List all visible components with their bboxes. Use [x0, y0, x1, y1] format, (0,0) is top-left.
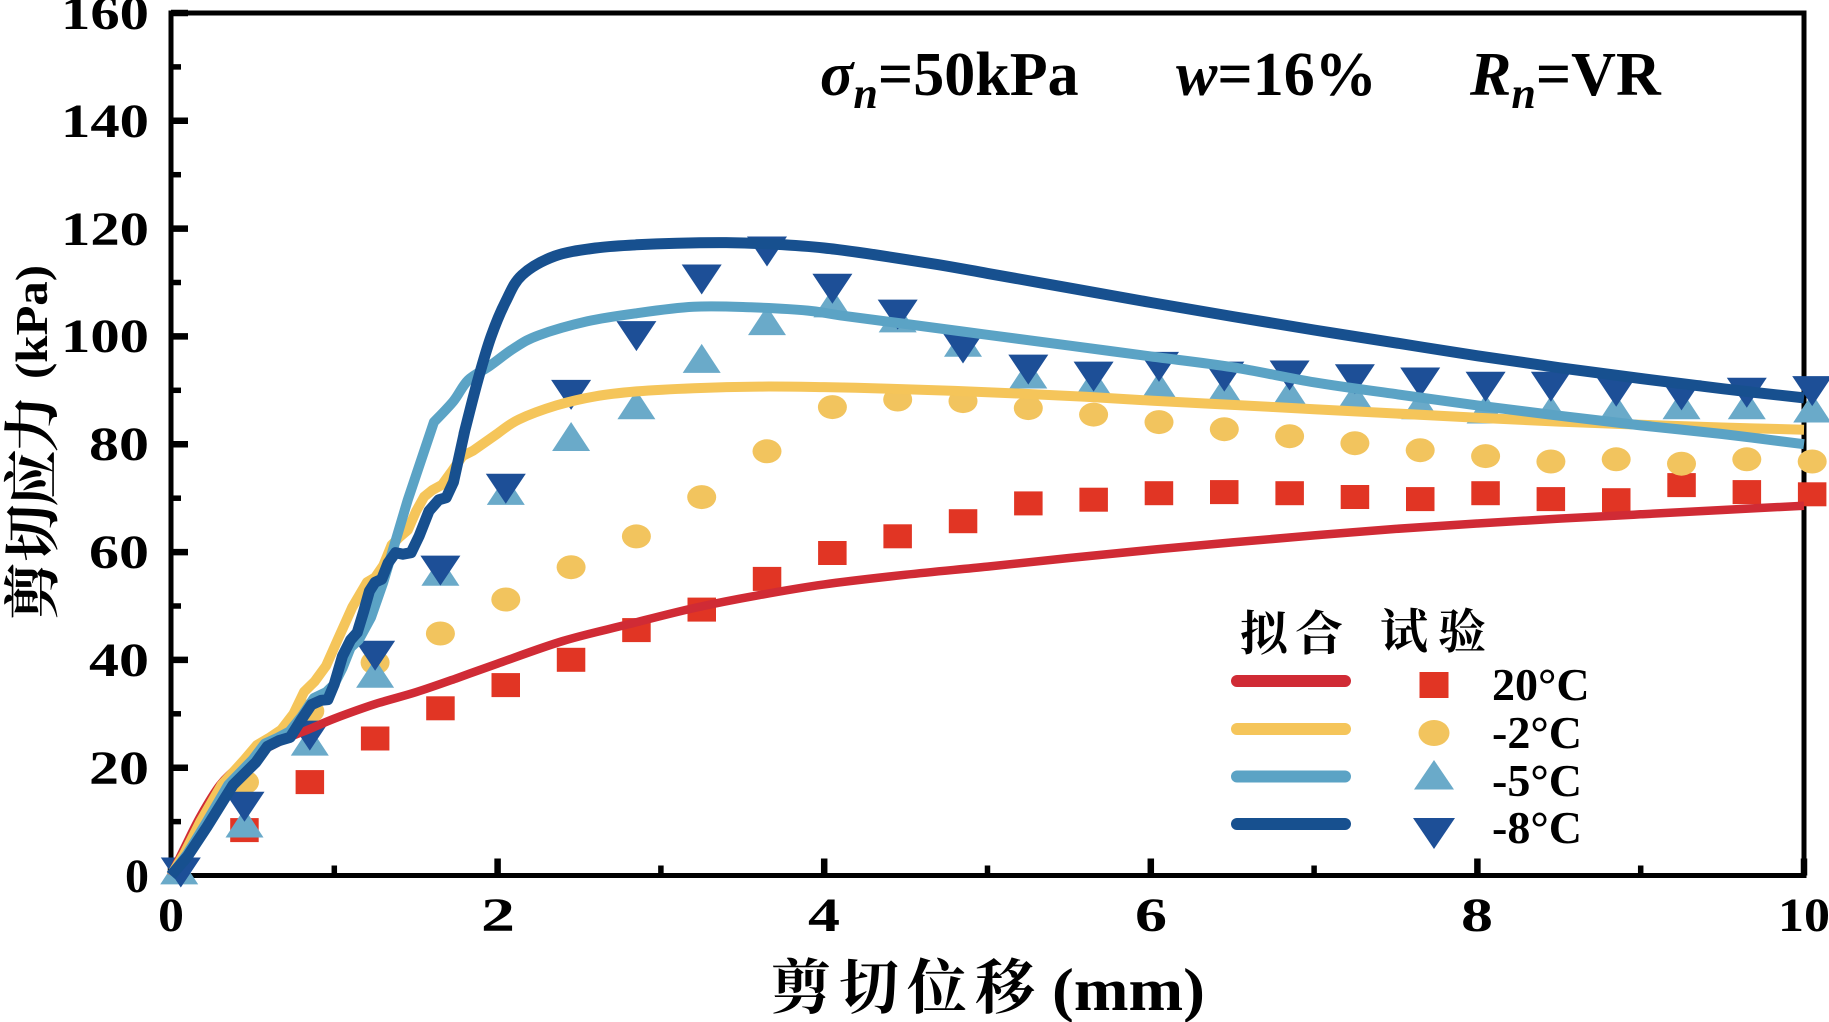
svg-text:4: 4: [808, 889, 840, 942]
svg-text:10: 10: [1778, 889, 1829, 942]
svg-text:-2°C: -2°C: [1492, 707, 1582, 758]
svg-text:Rn=VR: Rn=VR: [1469, 41, 1662, 118]
svg-text:8: 8: [1461, 889, 1493, 942]
svg-text:2: 2: [481, 889, 515, 942]
svg-text:0: 0: [125, 850, 149, 903]
svg-text:20: 20: [89, 742, 149, 795]
svg-text:0: 0: [158, 889, 184, 942]
svg-text:w=16%: w=16%: [1176, 41, 1377, 109]
svg-text:σn=50kPa: σn=50kPa: [820, 41, 1079, 118]
svg-text:140: 140: [61, 95, 149, 148]
svg-text:80: 80: [89, 418, 149, 471]
svg-text:120: 120: [61, 203, 149, 256]
svg-text:100: 100: [61, 310, 149, 363]
svg-text:(kPa): (kPa): [7, 265, 57, 379]
svg-text:40: 40: [89, 634, 149, 687]
svg-text:20°C: 20°C: [1492, 659, 1590, 710]
svg-text:6: 6: [1135, 889, 1167, 942]
svg-text:-5°C: -5°C: [1492, 755, 1582, 806]
svg-text:160: 160: [61, 0, 149, 40]
svg-text:-8°C: -8°C: [1492, 802, 1582, 853]
svg-text:(mm): (mm): [1052, 957, 1205, 1022]
svg-text:60: 60: [89, 526, 149, 579]
